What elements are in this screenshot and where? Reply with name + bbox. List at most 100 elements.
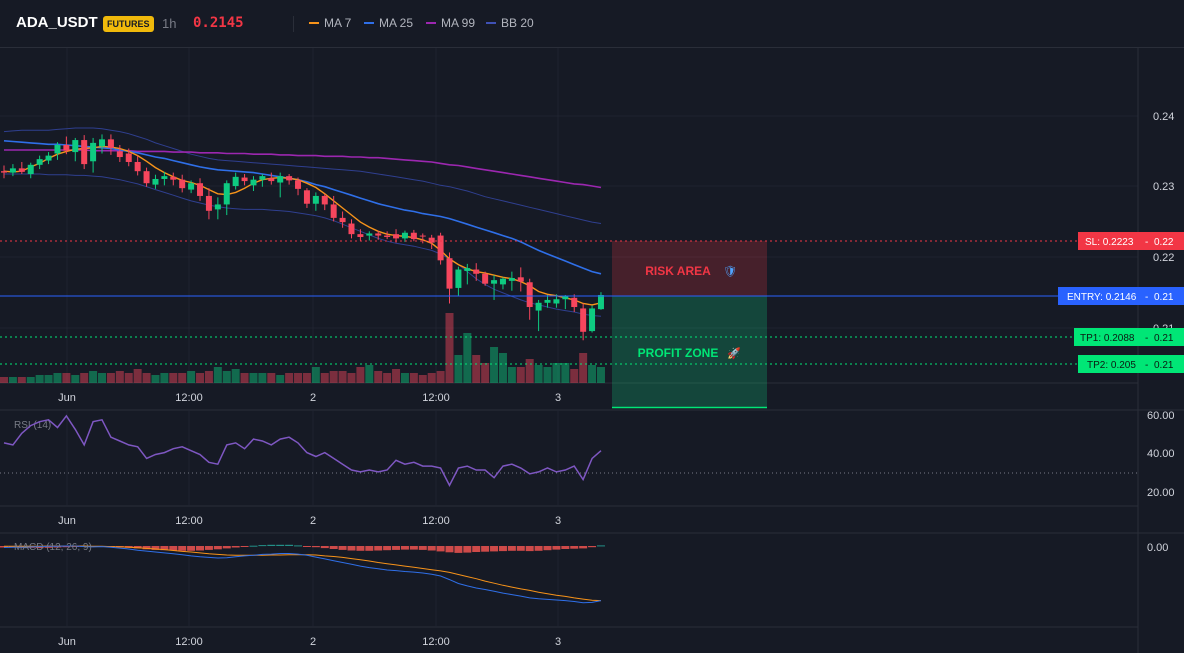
candle-body bbox=[553, 299, 560, 304]
candle-body bbox=[107, 139, 114, 148]
macd-histogram-bar bbox=[445, 546, 454, 553]
macd-histogram-bar bbox=[302, 546, 311, 547]
volume-bar bbox=[570, 369, 579, 383]
candle-body bbox=[321, 195, 328, 205]
price-grid bbox=[0, 48, 1138, 383]
macd-label[interactable]: MACD (12, 26, 9) bbox=[14, 542, 92, 553]
volume-bar bbox=[400, 373, 409, 383]
volume-bar bbox=[53, 373, 62, 383]
entry-tag-bg bbox=[1058, 287, 1184, 305]
rsi-tick: 60.00 bbox=[1147, 410, 1175, 422]
sl-tag[interactable]: SL: 0.2223 0.22 - bbox=[1078, 232, 1184, 250]
risk-area-zone[interactable] bbox=[612, 241, 767, 296]
symbol-name[interactable]: ADA_USDT bbox=[16, 14, 98, 31]
macd-histogram-bar bbox=[169, 546, 178, 551]
rsi-axis[interactable]: 60.00 40.00 20.00 bbox=[1147, 410, 1175, 499]
legend-bb20[interactable]: BB 20 bbox=[486, 16, 534, 30]
bollinger-bands bbox=[3, 127, 602, 317]
rsi-tick: 40.00 bbox=[1147, 448, 1175, 460]
volume-bar bbox=[392, 369, 401, 383]
macd-histogram-bar bbox=[552, 546, 561, 550]
time-axis[interactable]: Jun 12:00 2 12:00 3 Jun 12:00 2 12:00 3 … bbox=[58, 392, 561, 648]
candle-body bbox=[473, 269, 480, 274]
volume-bar bbox=[196, 373, 205, 383]
candle-body bbox=[428, 237, 435, 243]
chart-header: ADA_USDT FUTURES 1h 0.2145 MA 7 MA 25 MA… bbox=[0, 0, 1184, 48]
time-tick: Jun bbox=[58, 392, 76, 404]
profit-zone[interactable] bbox=[612, 296, 767, 408]
volume-bar bbox=[276, 375, 285, 383]
time-tick: 3 bbox=[555, 392, 561, 404]
chart-area[interactable]: RISK AREA 🛡 PROFIT ZONE 🚀 0.24 0.23 0.22… bbox=[0, 48, 1184, 653]
entry-tag[interactable]: ENTRY: 0.2146 - 0.21 bbox=[1058, 287, 1184, 305]
volume-bar bbox=[534, 365, 543, 383]
legend-ma99-swatch bbox=[426, 21, 436, 24]
candle-body bbox=[410, 232, 417, 240]
macd-histogram-bar bbox=[187, 546, 196, 551]
candle-body bbox=[125, 153, 132, 162]
candle-body bbox=[205, 195, 212, 211]
macd-histogram-bar bbox=[285, 544, 294, 546]
volume-bar bbox=[320, 373, 329, 383]
candle-body bbox=[589, 308, 596, 332]
time-tick: 2 bbox=[310, 636, 316, 648]
candle-body bbox=[72, 140, 79, 153]
macd-histogram-bar bbox=[276, 544, 285, 546]
legend-ma25-swatch bbox=[364, 21, 374, 24]
macd-histogram-bar bbox=[561, 546, 570, 549]
tp2-tag[interactable]: TP2: 0.205 - 0.21 bbox=[1078, 355, 1184, 373]
volume-bar bbox=[8, 377, 17, 383]
timeframe-selector[interactable]: 1h bbox=[162, 16, 177, 31]
price-tick: 0.24 bbox=[1153, 111, 1174, 123]
tp1-tag[interactable]: TP1: 0.2088 - 0.21 bbox=[1074, 328, 1184, 346]
volume-bar bbox=[356, 367, 365, 383]
time-tick: 12:00 bbox=[175, 636, 203, 648]
ma99-line bbox=[4, 149, 602, 189]
candle-body bbox=[401, 232, 408, 239]
time-tick: 12:00 bbox=[175, 392, 203, 404]
candle-body bbox=[259, 176, 266, 180]
candle-body bbox=[214, 204, 221, 210]
macd-histogram-bar bbox=[62, 546, 71, 548]
macd-histogram-bar bbox=[267, 544, 276, 546]
volume-bar bbox=[516, 367, 525, 383]
volume-bar bbox=[115, 371, 124, 383]
time-tick: 2 bbox=[310, 392, 316, 404]
volume-bar bbox=[472, 355, 481, 383]
candle-body bbox=[152, 178, 159, 185]
time-tick: Jun bbox=[58, 515, 76, 527]
volume-bar bbox=[213, 367, 222, 383]
candle-body bbox=[499, 278, 506, 285]
volume-bar bbox=[561, 363, 570, 383]
volume-bar bbox=[142, 373, 151, 383]
volume-bar bbox=[35, 375, 44, 383]
macd-histogram-bar bbox=[374, 546, 383, 551]
volume-bar bbox=[44, 375, 53, 383]
macd-histogram-bar bbox=[516, 546, 525, 551]
legend-ma7-swatch bbox=[309, 21, 319, 24]
legend-bb20-label: BB 20 bbox=[501, 16, 534, 30]
macd-histogram-bar bbox=[133, 546, 142, 549]
volume-bars bbox=[0, 313, 605, 383]
candle-body bbox=[1, 171, 7, 173]
macd-histogram-bar bbox=[596, 545, 605, 547]
legend-ma99[interactable]: MA 99 bbox=[426, 16, 475, 30]
legend-ma25[interactable]: MA 25 bbox=[364, 16, 413, 30]
time-tick: 12:00 bbox=[422, 515, 450, 527]
volume-bar bbox=[418, 375, 427, 383]
candle-body bbox=[134, 161, 141, 172]
macd-histogram-bar bbox=[472, 546, 481, 552]
volume-bar bbox=[329, 371, 338, 383]
macd-histogram-bar bbox=[454, 546, 463, 553]
volume-bar bbox=[187, 371, 196, 383]
legend-bb20-swatch bbox=[486, 21, 496, 24]
entry-tag-dash: - bbox=[1145, 292, 1148, 303]
legend-ma7[interactable]: MA 7 bbox=[309, 16, 351, 30]
macd-histogram-bar bbox=[588, 546, 597, 548]
macd-histogram-bar bbox=[44, 546, 53, 548]
macd-histogram-bar bbox=[294, 545, 303, 547]
tp2-tag-dash: - bbox=[1145, 360, 1148, 371]
tp1-tag-label: TP1: 0.2088 bbox=[1080, 333, 1135, 344]
macd-histogram-bar bbox=[320, 546, 329, 549]
macd-line bbox=[3, 545, 602, 604]
